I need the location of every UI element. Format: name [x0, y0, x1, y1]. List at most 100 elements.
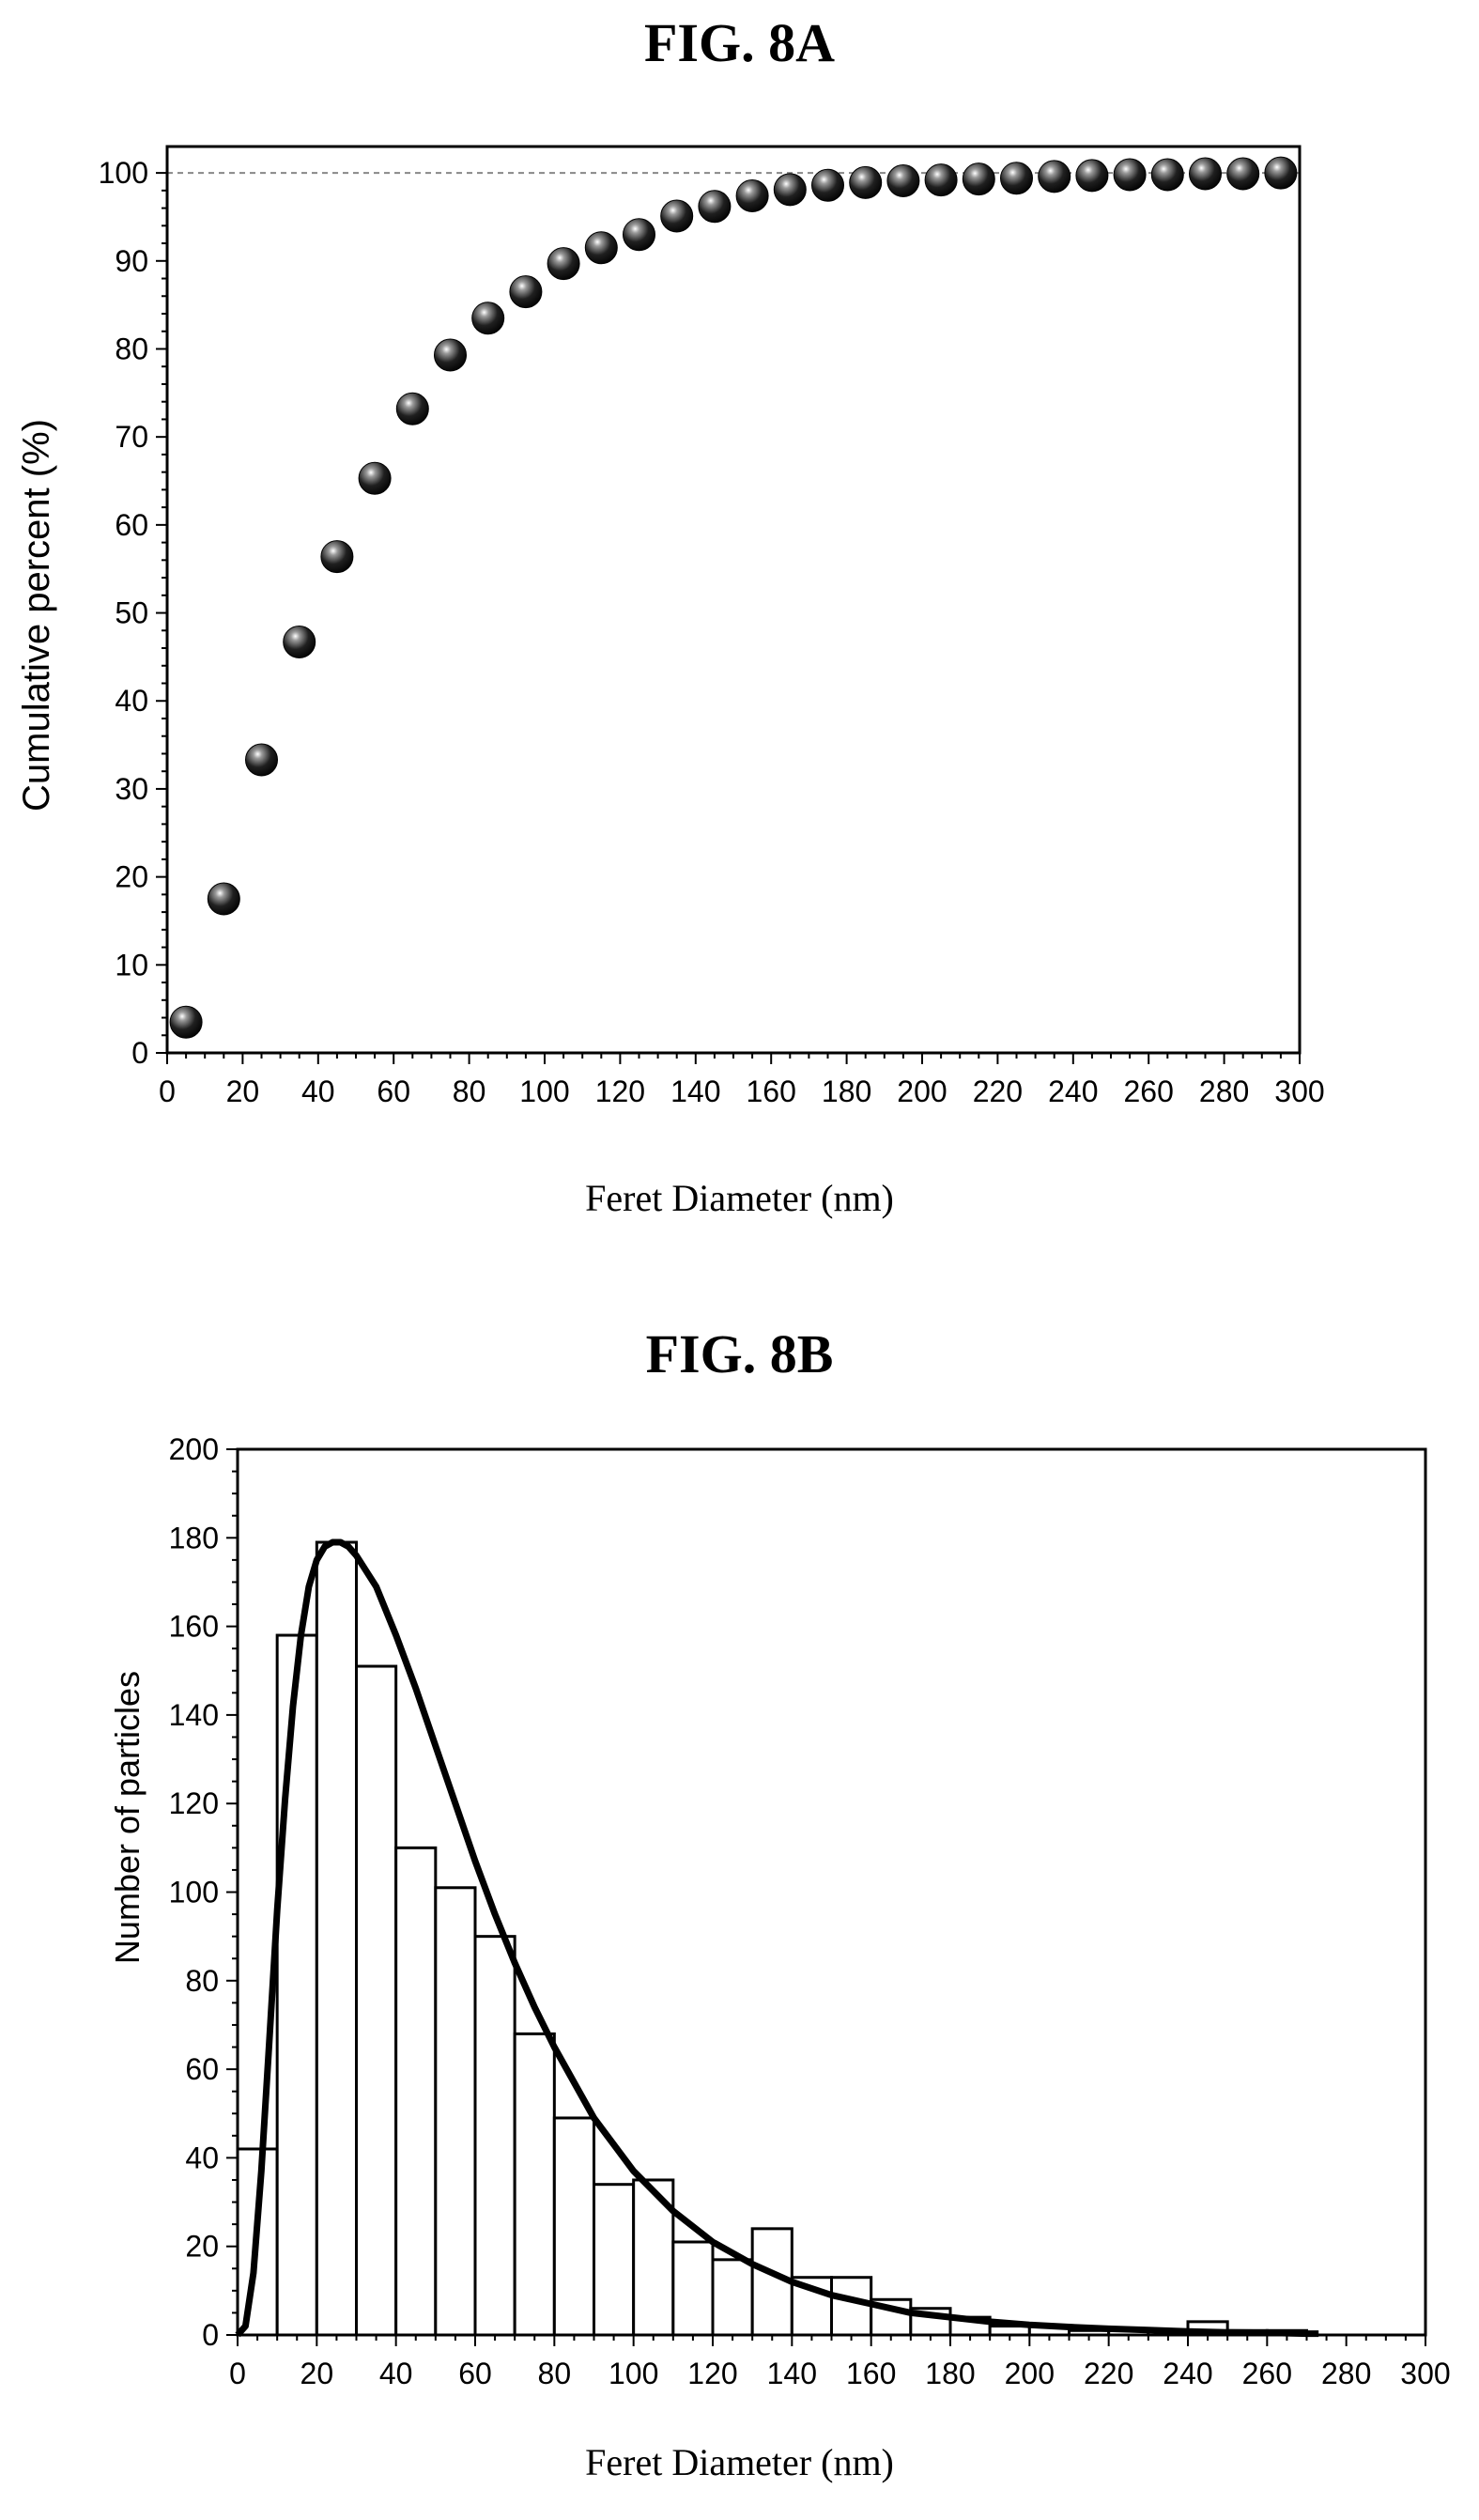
data-point [886, 164, 920, 198]
y-tick-label: 40 [115, 684, 148, 718]
x-tick-label: 40 [301, 1074, 335, 1108]
y-tick-label: 10 [115, 948, 148, 982]
y-tick-label: 60 [115, 508, 148, 542]
data-point [1113, 158, 1147, 192]
figure-b-x-axis-label: Feret Diameter (nm) [585, 2441, 894, 2483]
figure-b-title: FIG. 8B [645, 1323, 834, 1384]
histogram-bar [355, 1664, 398, 2337]
data-point [1226, 157, 1260, 191]
x-tick-label: 0 [229, 2357, 246, 2390]
data-point [395, 392, 429, 425]
plot-frame [165, 145, 1302, 1055]
x-tick-label: 280 [1321, 2357, 1371, 2390]
fit-curve [235, 1538, 1319, 2338]
data-point [1189, 157, 1222, 191]
data-point [207, 882, 240, 916]
histogram-bar [513, 2032, 556, 2337]
data-point [1075, 159, 1109, 193]
y-tick-label: 20 [185, 2230, 219, 2264]
y-tick-label: 200 [169, 1432, 219, 1466]
y-tick-label: 100 [169, 1876, 219, 1909]
data-point [1150, 158, 1184, 192]
data-point [547, 247, 580, 281]
data-point [1264, 156, 1298, 190]
data-point [471, 301, 505, 335]
x-tick-label: 260 [1124, 1074, 1174, 1108]
data-point [509, 275, 543, 309]
x-tick-label: 120 [687, 2357, 737, 2390]
figure-a-x-axis-label: Feret Diameter (nm) [585, 1177, 894, 1219]
figure-b-y-axis-label: Number of particles [108, 1671, 146, 1964]
data-point [962, 162, 995, 196]
y-tick-label: 120 [169, 1786, 219, 1820]
data-point [320, 540, 354, 574]
data-point [584, 231, 618, 265]
x-tick-label: 80 [453, 1074, 486, 1108]
figure-a-plot: 0 20 40 60 80 100 120 140 160 180 200 220 240 260 280 3… [99, 145, 1325, 1108]
x-tick-label: 260 [1242, 2357, 1292, 2390]
x-tick-label: 220 [1084, 2357, 1133, 2390]
x-tick-label: 120 [595, 1074, 645, 1108]
x-tick-label: 100 [609, 2357, 658, 2390]
y-tick-label: 20 [115, 860, 148, 894]
data-point [698, 190, 732, 224]
x-tick-label: 140 [670, 1074, 720, 1108]
histogram-bar [671, 2240, 715, 2337]
data-point [811, 168, 844, 202]
histogram-bar [394, 1846, 438, 2337]
data-point [773, 173, 807, 207]
y-tick-label: 90 [115, 244, 148, 278]
data-point [245, 743, 278, 777]
y-tick-label: 30 [115, 772, 148, 806]
data-point [169, 1005, 203, 1039]
x-tick-label: 60 [377, 1074, 410, 1108]
data-point [849, 165, 883, 199]
x-tick-label: 200 [897, 1074, 947, 1108]
data-point [358, 461, 392, 495]
y-tick-label: 160 [169, 1610, 219, 1644]
x-tick-label: 300 [1400, 2357, 1450, 2390]
data-point [623, 218, 655, 252]
data-point [1000, 162, 1033, 195]
x-tick-label: 240 [1048, 1074, 1098, 1108]
data-point [434, 338, 467, 372]
data-point [735, 178, 769, 212]
x-tick-label: 40 [379, 2357, 413, 2390]
y-tick-label: 0 [131, 1036, 148, 1070]
y-tick-label: 60 [185, 2052, 219, 2086]
data-point [660, 199, 694, 233]
x-tick-label: 180 [822, 1074, 871, 1108]
x-tick-label: 220 [973, 1074, 1023, 1108]
y-tick-label: 70 [115, 420, 148, 454]
y-tick-label: 50 [115, 596, 148, 630]
histogram-bar [593, 2183, 636, 2337]
x-tick-label: 100 [519, 1074, 569, 1108]
y-tick-label: 140 [169, 1698, 219, 1732]
figure-a-title: FIG. 8A [644, 12, 835, 73]
x-tick-label: 80 [538, 2357, 572, 2390]
x-tick-label: 240 [1163, 2357, 1212, 2390]
x-tick-label: 60 [458, 2357, 492, 2390]
y-tick-label: 180 [169, 1521, 219, 1554]
histogram-bar [315, 1540, 359, 2337]
x-tick-label: 0 [159, 1074, 176, 1108]
x-tick-label: 200 [1005, 2357, 1055, 2390]
histogram-bar [434, 1886, 477, 2337]
y-tick-label: 100 [99, 156, 148, 190]
data-point [1038, 160, 1071, 193]
x-tick-label: 160 [846, 2357, 896, 2390]
x-tick-label: 20 [300, 2357, 334, 2390]
x-tick-label: 160 [747, 1074, 796, 1108]
x-tick-label: 300 [1274, 1074, 1324, 1108]
y-tick-label: 80 [115, 332, 148, 365]
y-tick-label: 40 [185, 2141, 219, 2174]
histogram-bar [552, 2116, 595, 2337]
x-tick-label: 180 [925, 2357, 975, 2390]
histogram-bar [711, 2258, 754, 2337]
figure-b-plot: 0 20 40 60 80 100 120 140 160 180 200 220 240 260 280 3… [169, 1432, 1451, 2390]
histogram-bar [473, 1935, 516, 2337]
figure-a-y-axis-label: Cumulative percent (%) [16, 419, 57, 812]
histogram-bar [830, 2276, 873, 2337]
data-point [924, 163, 958, 197]
